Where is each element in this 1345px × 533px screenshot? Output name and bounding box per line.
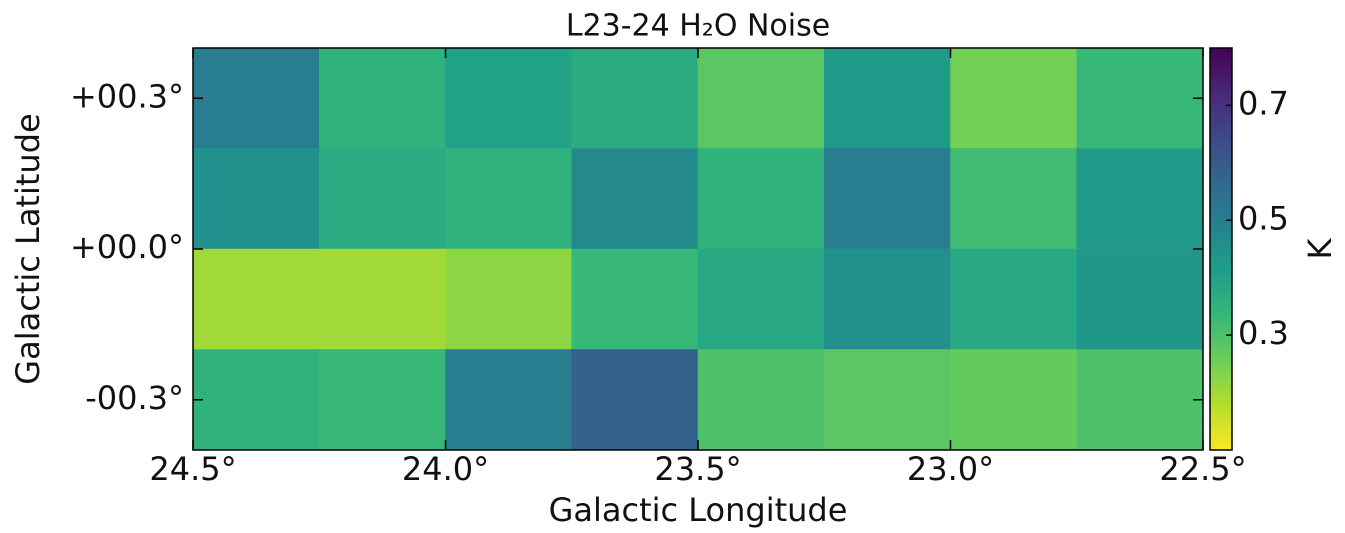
heatmap-cell bbox=[445, 47, 572, 149]
colorbar bbox=[1209, 47, 1233, 451]
x-tick-label: 24.0° bbox=[402, 450, 489, 488]
heatmap-cell bbox=[824, 47, 951, 149]
heatmap-cell bbox=[571, 349, 699, 451]
heatmap-cell bbox=[445, 349, 572, 451]
y-tick-label: +00.3° bbox=[70, 77, 184, 115]
heatmap-cell bbox=[192, 47, 320, 149]
heatmap-cell bbox=[571, 47, 699, 149]
heatmap-cell bbox=[1076, 148, 1204, 250]
heatmap-cell bbox=[319, 248, 446, 350]
heatmap-cell bbox=[319, 349, 446, 451]
colorbar-tick-label: 0.3 bbox=[1238, 314, 1289, 352]
x-tick-label: 23.5° bbox=[654, 450, 741, 488]
heatmap-cell bbox=[571, 148, 699, 250]
heatmap-cell bbox=[950, 349, 1077, 451]
heatmap-cell bbox=[1076, 349, 1204, 451]
colorbar-tick-label: 0.5 bbox=[1238, 199, 1289, 237]
x-axis-label: Galactic Longitude bbox=[549, 491, 848, 529]
x-tick-label: 24.5° bbox=[149, 450, 236, 488]
heatmap-cell bbox=[319, 148, 446, 250]
heatmap-cell bbox=[697, 148, 825, 250]
heatmap-cell bbox=[1076, 47, 1204, 149]
heatmap-cell bbox=[824, 349, 951, 451]
heatmap-cell bbox=[824, 248, 951, 350]
heatmap-cell bbox=[1076, 248, 1204, 350]
heatmap-cell bbox=[697, 47, 825, 149]
heatmap-cell bbox=[445, 248, 572, 350]
heatmap-cell bbox=[445, 148, 572, 250]
heatmap bbox=[192, 47, 1204, 451]
y-axis-label: Galactic Latitude bbox=[9, 113, 47, 384]
y-tick-label: +00.0° bbox=[70, 228, 184, 266]
heatmap-cell bbox=[192, 248, 320, 350]
colorbar-tick-label: 0.7 bbox=[1238, 84, 1289, 122]
y-tick-label: -00.3° bbox=[85, 379, 184, 417]
heatmap-cell bbox=[697, 349, 825, 451]
heatmap-cell bbox=[950, 248, 1077, 350]
colorbar-label: K bbox=[1301, 237, 1339, 259]
heatmap-cell bbox=[319, 47, 446, 149]
heatmap-cell bbox=[697, 248, 825, 350]
heatmap-cell bbox=[950, 148, 1077, 250]
heatmap-cell bbox=[824, 148, 951, 250]
x-tick-label: 22.5° bbox=[1159, 450, 1246, 488]
heatmap-cell bbox=[192, 349, 320, 451]
heatmap-cell bbox=[950, 47, 1077, 149]
heatmap-cell bbox=[571, 248, 699, 350]
heatmap-cell bbox=[192, 148, 320, 250]
chart-title: L23-24 H₂O Noise bbox=[566, 9, 830, 44]
x-tick-label: 23.0° bbox=[907, 450, 994, 488]
